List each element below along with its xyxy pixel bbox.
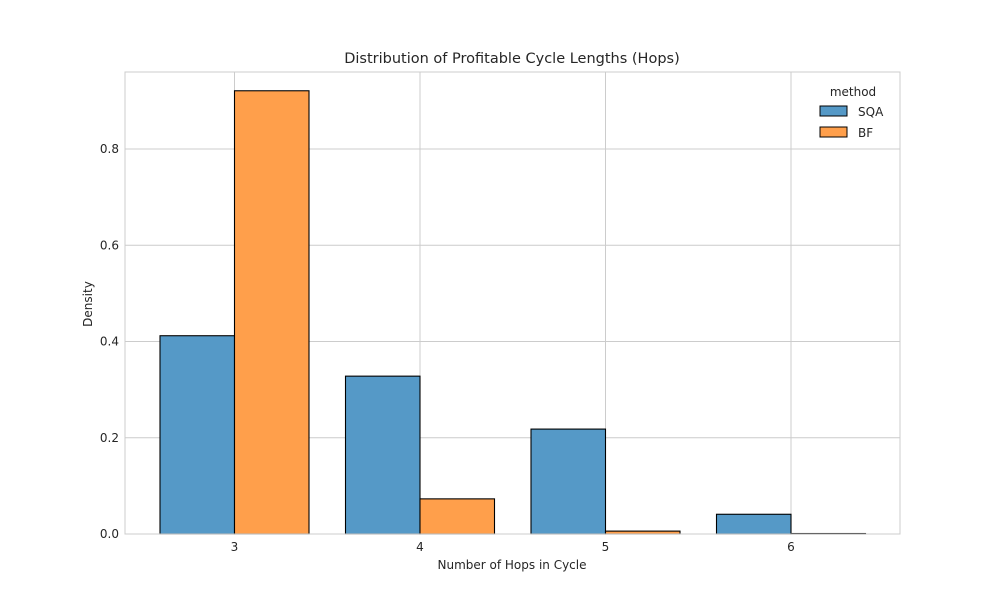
bar-sqa-5 bbox=[530, 428, 607, 535]
legend-label-bf: BF bbox=[858, 126, 873, 140]
tick-labels: 0.0 0.2 0.4 0.6 0.8 3 4 5 6 bbox=[100, 142, 795, 554]
bar-sqa-3 bbox=[159, 335, 236, 535]
x-tick-label: 5 bbox=[602, 540, 610, 554]
y-axis-title: Density bbox=[81, 281, 95, 327]
chart-title: Distribution of Profitable Cycle Lengths… bbox=[344, 51, 680, 67]
legend-label-sqa: SQA bbox=[858, 105, 884, 119]
bar-sqa-4 bbox=[344, 375, 421, 535]
y-tick-label: 0.2 bbox=[100, 431, 119, 445]
legend-swatch-bf bbox=[819, 126, 848, 138]
x-tick-label: 3 bbox=[231, 540, 239, 554]
bar-bf-3 bbox=[233, 90, 310, 535]
legend-swatch-sqa bbox=[819, 105, 848, 117]
y-tick-label: 0.6 bbox=[100, 238, 119, 252]
x-tick-label: 6 bbox=[787, 540, 795, 554]
y-tick-label: 0.8 bbox=[100, 142, 119, 156]
bar-bf-4 bbox=[419, 498, 496, 535]
plot-frame bbox=[124, 71, 901, 535]
y-tick-label: 0.4 bbox=[100, 335, 119, 349]
legend: method SQA BF bbox=[819, 85, 884, 140]
x-tick-label: 4 bbox=[416, 540, 424, 554]
x-axis-title: Number of Hops in Cycle bbox=[438, 558, 587, 572]
legend-title: method bbox=[830, 85, 876, 99]
y-tick-label: 0.0 bbox=[100, 527, 119, 541]
bars bbox=[159, 90, 867, 535]
bar-sqa-6 bbox=[715, 513, 792, 535]
